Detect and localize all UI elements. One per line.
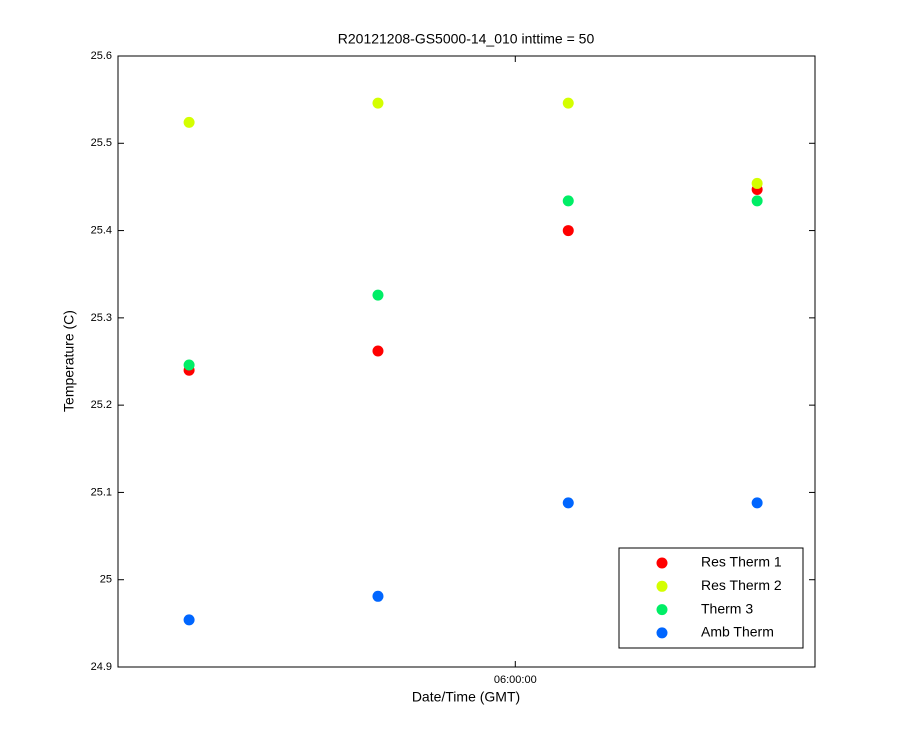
data-point xyxy=(751,497,763,509)
legend-marker xyxy=(656,627,668,639)
legend-label: Res Therm 1 xyxy=(701,554,782,570)
data-point xyxy=(372,289,384,301)
y-tick-label: 25.3 xyxy=(91,312,112,324)
data-point xyxy=(562,97,574,109)
x-axis-label: Date/Time (GMT) xyxy=(412,689,520,705)
legend-marker xyxy=(656,557,668,569)
data-point xyxy=(562,195,574,207)
data-point xyxy=(183,116,195,128)
y-tick-label: 25.4 xyxy=(91,224,112,236)
y-tick-label: 25.2 xyxy=(91,399,112,411)
data-point xyxy=(372,345,384,357)
data-point xyxy=(372,590,384,602)
data-point xyxy=(372,97,384,109)
data-point xyxy=(751,195,763,207)
legend-label: Res Therm 2 xyxy=(701,577,782,593)
legend-marker xyxy=(656,604,668,616)
data-point xyxy=(562,225,574,237)
legend-label: Therm 3 xyxy=(701,600,753,616)
chart-title: R20121208-GS5000-14_010 inttime = 50 xyxy=(338,31,595,47)
data-point xyxy=(562,497,574,509)
x-tick-label: 06:00:00 xyxy=(494,674,537,686)
data-point xyxy=(183,614,195,626)
legend-label: Amb Therm xyxy=(701,624,774,640)
y-tick-label: 24.9 xyxy=(91,661,112,673)
legend-marker xyxy=(656,580,668,592)
y-tick-label: 25 xyxy=(100,574,112,586)
y-axis-label: Temperature (C) xyxy=(61,310,77,412)
y-tick-label: 25.6 xyxy=(91,50,112,62)
y-tick-label: 25.5 xyxy=(91,137,112,149)
data-point xyxy=(751,177,763,189)
y-tick-label: 25.1 xyxy=(91,486,112,498)
data-point xyxy=(183,359,195,371)
legend-box xyxy=(618,547,804,649)
